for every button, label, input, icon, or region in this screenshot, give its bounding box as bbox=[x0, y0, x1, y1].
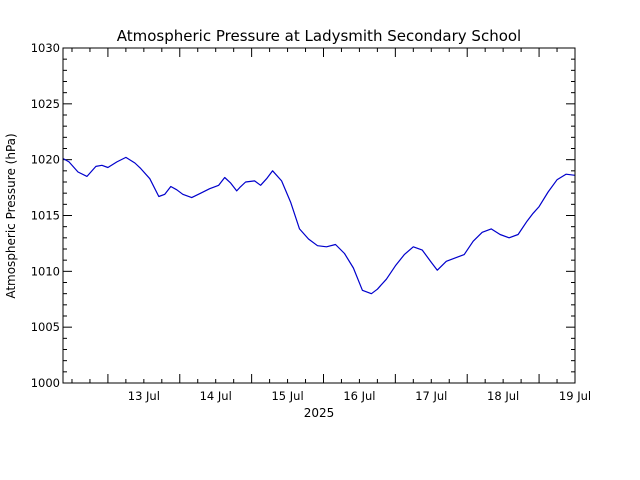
pressure-series-line bbox=[62, 156, 576, 295]
x-tick-label: 16 Jul bbox=[343, 389, 375, 403]
chart-title: Atmospheric Pressure at Ladysmith Second… bbox=[117, 27, 521, 45]
series-layer bbox=[62, 156, 576, 295]
x-tick-label: 19 Jul bbox=[559, 389, 591, 403]
y-tick-label: 1000 bbox=[31, 376, 60, 390]
x-tick-label: 18 Jul bbox=[487, 389, 519, 403]
x-tick-label: 14 Jul bbox=[200, 389, 232, 403]
y-tick-label: 1025 bbox=[31, 97, 60, 111]
plot-frame bbox=[62, 47, 576, 384]
x-tick-label: 13 Jul bbox=[128, 389, 160, 403]
x-axis-label: 2025 bbox=[304, 406, 335, 420]
y-axis-label: Atmospheric Pressure (hPa) bbox=[4, 133, 18, 298]
axis-ticks bbox=[63, 47, 576, 384]
y-tick-label: 1020 bbox=[31, 153, 60, 167]
x-tick-label: 15 Jul bbox=[271, 389, 303, 403]
tick-labels: 1000 1005 1010 1015 1020 1025 1030 13 Jul 14 Jul… bbox=[31, 41, 591, 403]
y-tick-label: 1005 bbox=[31, 320, 60, 334]
y-tick-label: 1010 bbox=[31, 264, 60, 278]
y-tick-label: 1030 bbox=[31, 41, 60, 55]
x-tick-label: 17 Jul bbox=[415, 389, 447, 403]
y-tick-label: 1015 bbox=[31, 209, 60, 223]
